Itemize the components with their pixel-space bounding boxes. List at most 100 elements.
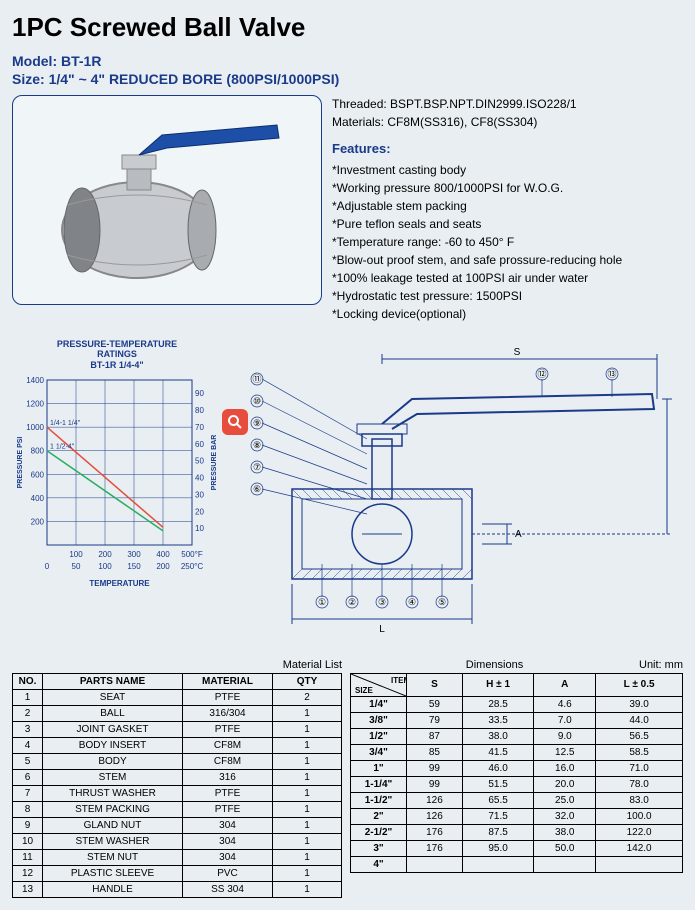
svg-text:S: S bbox=[514, 347, 521, 358]
mat-header: PARTS NAME bbox=[43, 673, 183, 689]
feature-item: *Hydrostatic test pressure: 1500PSI bbox=[332, 287, 622, 305]
table-row: 2"12671.532.0100.0 bbox=[351, 808, 683, 824]
table-row: 6STEM3161 bbox=[13, 769, 342, 785]
chart-title-3: BT-1R 1/4-4" bbox=[12, 360, 222, 371]
model-value: BT-1R bbox=[61, 53, 101, 69]
page-title: 1PC Screwed Ball Valve bbox=[12, 12, 683, 43]
table-row: 11STEM NUT3041 bbox=[13, 849, 342, 865]
svg-text:⑪: ⑪ bbox=[252, 374, 261, 384]
svg-text:50: 50 bbox=[195, 457, 204, 466]
dim-header: S bbox=[407, 673, 463, 696]
mat-header: MATERIAL bbox=[183, 673, 273, 689]
svg-text:30: 30 bbox=[195, 490, 204, 499]
svg-text:400: 400 bbox=[156, 550, 170, 559]
size-line: Size: 1/4" ~ 4" REDUCED BORE (800PSI/100… bbox=[12, 71, 683, 87]
dim-header: A bbox=[534, 673, 596, 696]
materials-label: Materials: bbox=[332, 115, 384, 129]
table-row: 4" bbox=[351, 856, 683, 872]
svg-text:⑩: ⑩ bbox=[253, 396, 261, 406]
svg-text:1200: 1200 bbox=[26, 399, 44, 408]
svg-text:PRESSURE PSI: PRESSURE PSI bbox=[17, 436, 24, 488]
svg-text:TEMPERATURE: TEMPERATURE bbox=[89, 579, 150, 588]
feature-item: *Working pressure 800/1000PSI for W.O.G. bbox=[332, 179, 622, 197]
feature-item: *Adjustable stem packing bbox=[332, 197, 622, 215]
size-label: Size: bbox=[12, 71, 45, 87]
svg-text:③: ③ bbox=[378, 597, 386, 607]
svg-text:150: 150 bbox=[127, 562, 141, 571]
table-row: 13HANDLESS 3041 bbox=[13, 881, 342, 897]
technical-diagram: SHLA⑪⑩⑨⑧⑦⑥①②③④⑤⑫⑬ bbox=[232, 339, 683, 639]
svg-text:200: 200 bbox=[156, 562, 170, 571]
svg-text:60: 60 bbox=[195, 440, 204, 449]
svg-text:ITEM: ITEM bbox=[391, 676, 406, 685]
threaded-label: Threaded: bbox=[332, 97, 387, 111]
table-row: 10STEM WASHER3041 bbox=[13, 833, 342, 849]
svg-text:50: 50 bbox=[72, 562, 81, 571]
chart-title-1: PRESSURE-TEMPERATURE bbox=[12, 339, 222, 350]
svg-text:⑥: ⑥ bbox=[253, 484, 261, 494]
size-value: 1/4" ~ 4" REDUCED BORE (800PSI/1000PSI) bbox=[49, 71, 340, 87]
table-row: 1"9946.016.071.0 bbox=[351, 760, 683, 776]
svg-text:1400: 1400 bbox=[26, 376, 44, 385]
table-row: 7THRUST WASHERPTFE1 bbox=[13, 785, 342, 801]
svg-text:400: 400 bbox=[31, 494, 45, 503]
feature-item: *Pure teflon seals and seats bbox=[332, 215, 622, 233]
chart-title-2: RATINGS bbox=[12, 349, 222, 360]
diagram-svg: SHLA⑪⑩⑨⑧⑦⑥①②③④⑤⑫⑬ bbox=[232, 339, 672, 639]
svg-text:⑤: ⑤ bbox=[438, 597, 446, 607]
svg-text:500°F: 500°F bbox=[181, 550, 203, 559]
dimensions-section: Dimensions Unit: mm ITEM SIZE SH ± 1AL ± 0… bbox=[350, 659, 683, 873]
dimensions-table: ITEMSIZESH ± 1AL ± 0.51/4"5928.54.639.03… bbox=[350, 673, 683, 873]
svg-text:80: 80 bbox=[195, 406, 204, 415]
material-list-section: Material List NO.PARTS NAMEMATERIALQTY1S… bbox=[12, 659, 342, 898]
feature-item: *100% leakage tested at 100PSI air under… bbox=[332, 269, 622, 287]
svg-text:100: 100 bbox=[69, 550, 83, 559]
svg-text:10: 10 bbox=[195, 524, 204, 533]
dim-caption: Dimensions bbox=[466, 659, 523, 671]
svg-text:SIZE: SIZE bbox=[355, 686, 373, 695]
zoom-button[interactable] bbox=[222, 409, 248, 435]
svg-text:90: 90 bbox=[195, 389, 204, 398]
valve-illustration bbox=[27, 110, 307, 290]
svg-text:④: ④ bbox=[408, 597, 416, 607]
features-header: Features: bbox=[332, 139, 622, 159]
table-row: 3/4"8541.512.558.5 bbox=[351, 744, 683, 760]
svg-text:⑧: ⑧ bbox=[253, 440, 261, 450]
pressure-temp-chart: PRESSURE-TEMPERATURE RATINGS BT-1R 1/4-4… bbox=[12, 339, 222, 599]
feature-item: *Temperature range: -60 to 450° F bbox=[332, 233, 622, 251]
table-row: 1/2"8738.09.056.5 bbox=[351, 728, 683, 744]
svg-text:L: L bbox=[379, 624, 385, 635]
product-photo bbox=[12, 95, 322, 305]
svg-text:40: 40 bbox=[195, 473, 204, 482]
table-row: 9GLAND NUT3041 bbox=[13, 817, 342, 833]
table-row: 8STEM PACKINGPTFE1 bbox=[13, 801, 342, 817]
chart-svg: 2004006008001000120014001020304050607080… bbox=[12, 375, 222, 590]
table-row: 1-1/2"12665.525.083.0 bbox=[351, 792, 683, 808]
svg-text:250°C: 250°C bbox=[181, 562, 204, 571]
svg-text:⑫: ⑫ bbox=[537, 369, 546, 379]
table-row: 1SEATPTFE2 bbox=[13, 689, 342, 705]
svg-text:⑨: ⑨ bbox=[253, 418, 261, 428]
dim-unit: Unit: mm bbox=[639, 659, 683, 671]
material-table: NO.PARTS NAMEMATERIALQTY1SEATPTFE22BALL3… bbox=[12, 673, 342, 898]
svg-text:1 1/2-4": 1 1/2-4" bbox=[50, 444, 75, 451]
svg-text:600: 600 bbox=[31, 470, 45, 479]
model-line: Model: BT-1R bbox=[12, 53, 683, 69]
svg-text:0: 0 bbox=[45, 562, 50, 571]
svg-text:⑬: ⑬ bbox=[607, 369, 616, 379]
threaded-value: BSPT.BSP.NPT.DIN2999.ISO228/1 bbox=[390, 97, 577, 111]
dim-header: L ± 0.5 bbox=[596, 673, 683, 696]
model-label: Model: bbox=[12, 53, 57, 69]
svg-text:②: ② bbox=[348, 597, 356, 607]
svg-text:20: 20 bbox=[195, 507, 204, 516]
table-row: 3/8"7933.57.044.0 bbox=[351, 712, 683, 728]
material-caption: Material List bbox=[12, 659, 342, 671]
feature-item: *Locking device(optional) bbox=[332, 305, 622, 323]
dim-diag-header: ITEM SIZE bbox=[351, 673, 407, 696]
dim-header: H ± 1 bbox=[462, 673, 533, 696]
svg-text:⑦: ⑦ bbox=[253, 462, 261, 472]
features-block: Threaded: BSPT.BSP.NPT.DIN2999.ISO228/1 … bbox=[332, 95, 622, 323]
svg-text:1000: 1000 bbox=[26, 423, 44, 432]
svg-text:70: 70 bbox=[195, 423, 204, 432]
svg-text:800: 800 bbox=[31, 447, 45, 456]
